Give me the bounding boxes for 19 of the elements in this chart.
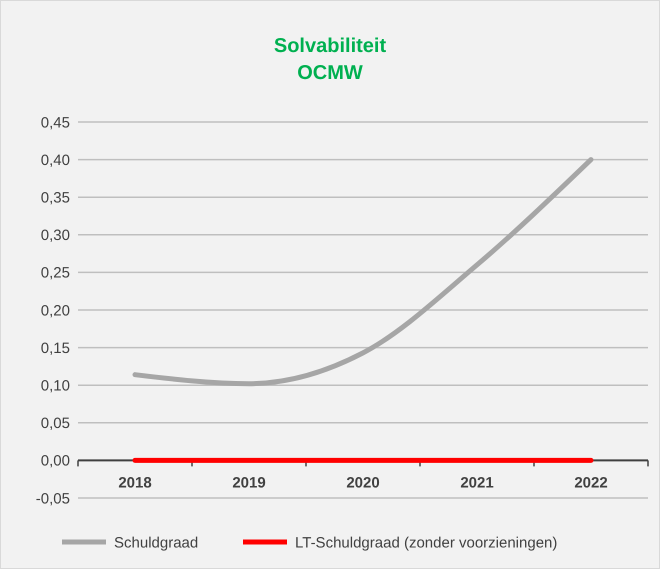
chart-title: Solvabiliteit OCMW [274,35,386,84]
y-tick-label: 0,15 [40,340,70,357]
x-tick-label: 2018 [118,474,152,492]
y-tick-label: 0,00 [40,452,70,470]
y-tick-label: 0,25 [40,264,70,282]
x-tick-label: 2019 [232,474,266,492]
y-tick-label: 0,10 [40,377,70,394]
y-tick-label: -0,05 [36,490,70,508]
y-tick-label: 0,30 [40,227,70,244]
y-tick-label: 0,20 [40,302,70,320]
x-tick-label: 2021 [460,474,494,492]
y-tick-label: 0,05 [40,415,70,432]
y-tick-label: 0,45 [40,114,70,132]
legend-label: LT-Schuldgraad (zonder voorzieningen) [295,534,558,552]
y-tick-label: 0,35 [40,189,70,206]
x-tick-label: 2020 [346,474,380,492]
x-tick-label: 2022 [574,474,608,492]
y-tick-label: 0,40 [40,152,70,169]
legend-label: Schuldgraad [114,534,198,552]
